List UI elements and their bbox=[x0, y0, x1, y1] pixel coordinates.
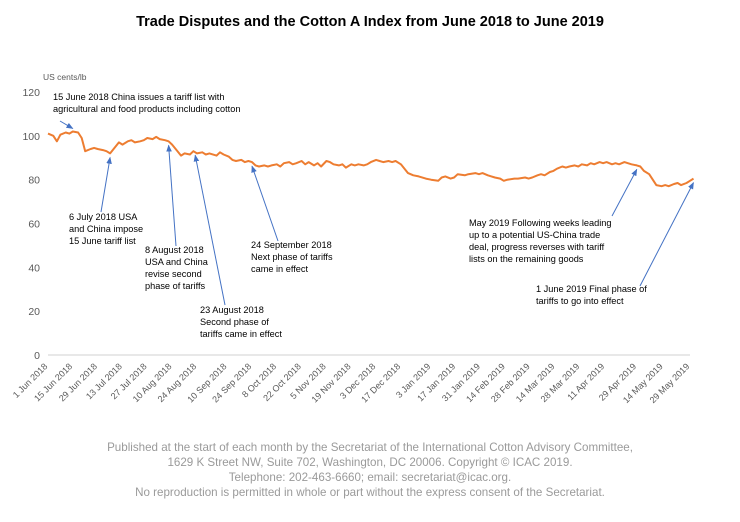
y-axis-label: US cents/lb bbox=[43, 72, 87, 82]
annotation-text: Next phase of tariffs bbox=[251, 252, 333, 262]
y-tick-label: 80 bbox=[28, 175, 40, 187]
annotation-arrow bbox=[251, 165, 279, 242]
annotation-text: 23 August 2018 bbox=[200, 305, 264, 315]
footer-line-4: No reproduction is permitted in whole or… bbox=[135, 486, 605, 499]
annotation-text: 24 September 2018 bbox=[251, 240, 332, 250]
annotation: 15 June 2018 China issues a tariff list … bbox=[53, 92, 240, 129]
y-tick-label: 0 bbox=[34, 350, 40, 362]
y-tick-label: 120 bbox=[22, 87, 40, 99]
annotation-text: tariffs came in effect bbox=[200, 329, 282, 339]
annotation: 1 June 2019 Final phase of tariffs to go … bbox=[536, 181, 694, 306]
annotations-layer: 15 June 2018 China issues a tariff list … bbox=[53, 92, 694, 339]
annotation-text: 8 August 2018 bbox=[145, 245, 204, 255]
annotation-text: and China impose bbox=[69, 224, 143, 234]
y-tick-label: 60 bbox=[28, 219, 40, 231]
annotation-text: 1 June 2019 Final phase of bbox=[536, 284, 647, 294]
footer-line-1: Published at the start of each month by … bbox=[107, 441, 633, 454]
annotation: 23 August 2018 Second phase of tariffs cam… bbox=[193, 154, 282, 339]
annotation-text: 15 June 2018 China issues a tariff list … bbox=[53, 92, 224, 102]
annotation-arrow bbox=[611, 168, 638, 217]
annotation: 6 July 2018 USA and China impose 15 June t… bbox=[69, 156, 143, 246]
annotation-arrow bbox=[59, 120, 74, 129]
annotation-text: May 2019 Following weeks leading bbox=[469, 218, 612, 228]
annotation-text: deal, progress reverses with tariff bbox=[469, 242, 605, 252]
annotation-arrow bbox=[639, 181, 694, 287]
annotation-text: Second phase of bbox=[200, 317, 269, 327]
annotation-text: revise second bbox=[145, 269, 202, 279]
annotation-text: 6 July 2018 USA bbox=[69, 212, 138, 222]
annotation-arrow bbox=[100, 156, 112, 213]
footer-line-2: 1629 K Street NW, Suite 702, Washington,… bbox=[167, 456, 573, 469]
chart-title: Trade Disputes and the Cotton A Index fr… bbox=[136, 14, 604, 30]
annotation-text: agricultural and food products including… bbox=[53, 104, 240, 114]
annotation-text: tariffs to go into effect bbox=[536, 296, 624, 306]
annotation-text: up to a potential US-China trade bbox=[469, 230, 600, 240]
annotation-arrow bbox=[166, 144, 177, 247]
y-tick-label: 100 bbox=[22, 131, 40, 143]
annotation-text: phase of tariffs bbox=[145, 281, 206, 291]
annotation: 24 September 2018 Next phase of tariffs ca… bbox=[251, 165, 333, 274]
annotation-text: lists on the remaining goods bbox=[469, 254, 584, 264]
footer-line-3: Telephone: 202-463-6660; email: secretar… bbox=[228, 471, 512, 484]
series-line-cotton-a-index bbox=[47, 130, 695, 188]
annotation: May 2019 Following weeks leading up to a … bbox=[469, 168, 638, 264]
y-tick-label: 20 bbox=[28, 306, 40, 318]
annotation: 8 August 2018 USA and China revise second p… bbox=[145, 144, 209, 291]
publication-footer: Published at the start of each month by … bbox=[0, 440, 740, 500]
annotation-text: USA and China bbox=[145, 257, 209, 267]
y-tick-label: 40 bbox=[28, 262, 40, 274]
series-layer bbox=[47, 130, 695, 188]
annotation-text: 15 June tariff list bbox=[69, 236, 136, 246]
annotation-text: came in effect bbox=[251, 264, 308, 274]
annotation-arrow bbox=[193, 154, 226, 306]
